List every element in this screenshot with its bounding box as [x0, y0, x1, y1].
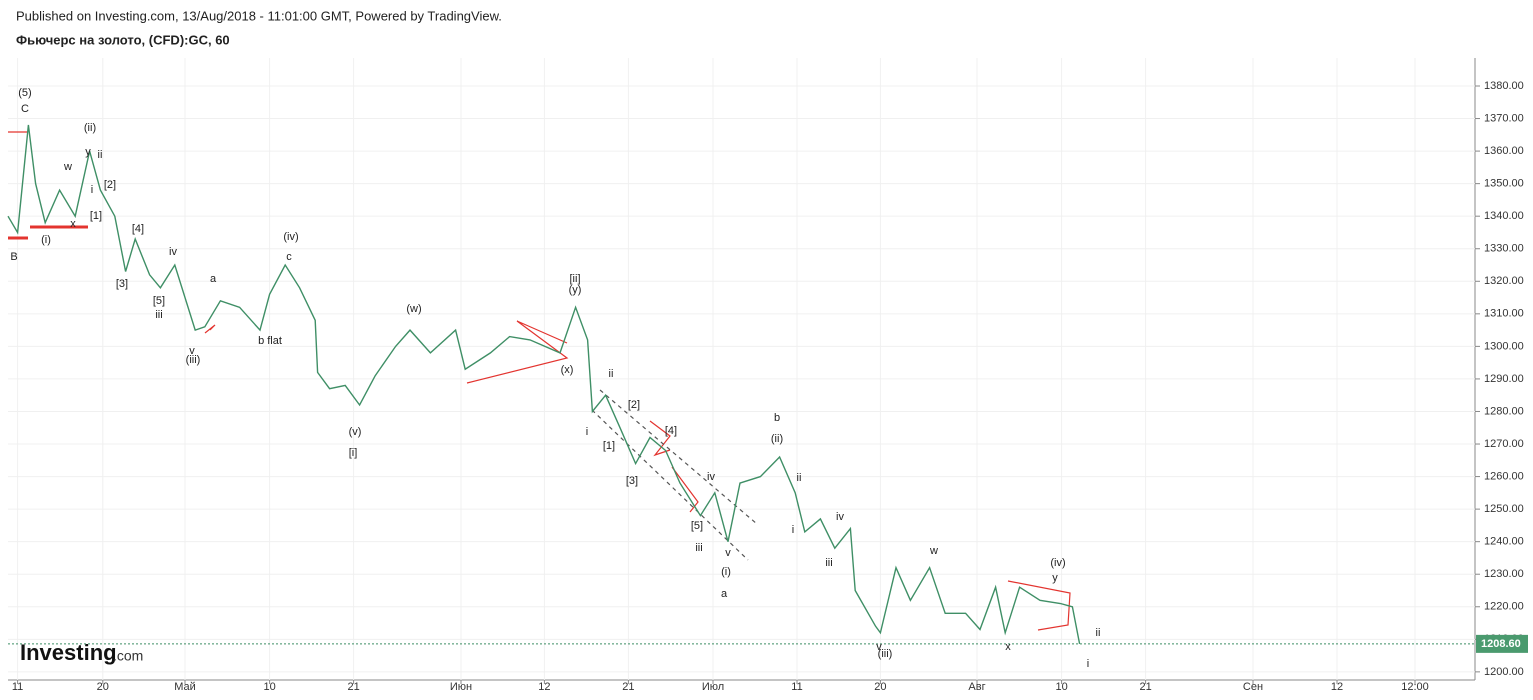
y-tick-label: 1270.00	[1484, 438, 1524, 450]
wave-label: [i]	[349, 447, 358, 459]
wave-label: [3]	[626, 475, 638, 487]
y-tick-label: 1330.00	[1484, 243, 1524, 255]
wave-label: [4]	[665, 425, 677, 437]
wave-label: [1]	[90, 210, 102, 222]
wave-label: ii	[797, 472, 802, 484]
x-tick-label: 11	[791, 681, 802, 693]
y-tick-label: 1340.00	[1484, 210, 1524, 222]
wave-label: (ii)	[84, 122, 96, 134]
wave-label: a	[721, 588, 728, 600]
y-tick-label: 1350.00	[1484, 178, 1524, 190]
x-tick-label: 20	[874, 681, 886, 693]
wave-label: i	[792, 524, 794, 536]
logo-suffix: .com	[113, 648, 143, 664]
wave-label: iii	[825, 557, 832, 569]
wave-label: i	[1087, 658, 1089, 670]
wave-label: (x)	[561, 364, 574, 376]
wave-label: iv	[707, 471, 715, 483]
wave-label: b	[774, 412, 780, 424]
wave-label: iii	[695, 542, 702, 554]
x-tick-label: 21	[622, 681, 634, 693]
last-price-box	[1476, 634, 1528, 653]
wave-label: [2]	[628, 399, 640, 411]
wave-label: y	[85, 146, 91, 158]
wave-label: [4]	[132, 223, 144, 235]
y-tick-label: 1290.00	[1484, 373, 1524, 385]
x-tick-label: 21	[347, 681, 359, 693]
y-tick-label: 1280.00	[1484, 405, 1524, 417]
wave-label: (w)	[406, 303, 421, 315]
y-tick-label: 1240.00	[1484, 536, 1524, 548]
y-tick-label: 1260.00	[1484, 470, 1524, 482]
x-tick-label: 11	[12, 681, 23, 693]
wave-label: (iv)	[283, 231, 298, 243]
y-tick-label: 1380.00	[1484, 80, 1524, 92]
wave-label: (iii)	[878, 648, 893, 660]
wave-label: iv	[836, 511, 844, 523]
wave-label: [1]	[603, 440, 615, 452]
wave-label: (ii)	[771, 433, 783, 445]
last-price-label: 1208.60	[1481, 638, 1521, 650]
y-tick-label: 1310.00	[1484, 308, 1524, 320]
x-tick-label: 12	[1331, 681, 1343, 693]
y-tick-label: 1300.00	[1484, 340, 1524, 352]
published-note: Published on Investing.com, 13/Aug/2018 …	[16, 8, 502, 23]
wave-label: (i)	[41, 234, 51, 246]
wave-label: ii	[98, 149, 103, 161]
wave-label: C	[21, 103, 29, 115]
wave-label: ii	[609, 368, 614, 380]
wave-label: [5]	[691, 520, 703, 532]
wave-label: b flat	[258, 335, 282, 347]
wave-label: ii	[1096, 627, 1101, 639]
wave-markup	[8, 131, 1071, 631]
wave-label: [3]	[116, 278, 128, 290]
wave-label: y	[1052, 572, 1058, 584]
x-tick-label: 10	[263, 681, 275, 693]
wave-label: x	[1005, 641, 1011, 653]
wave-label: (5)	[18, 87, 31, 99]
wave-label: iii	[155, 309, 162, 321]
x-tick-label: Авг	[968, 681, 985, 693]
y-tick-label: 1370.00	[1484, 112, 1524, 124]
price-line	[7, 124, 1081, 645]
x-tick-label: Июл	[702, 681, 724, 693]
wave-label: v	[725, 547, 731, 559]
wave-label: (y)	[569, 284, 582, 296]
wave-label: w	[63, 161, 72, 173]
wave-label: (i)	[721, 566, 731, 578]
wave-label: (iv)	[1050, 557, 1065, 569]
wave-label: (v)	[349, 426, 362, 438]
y-tick-label: 1200.00	[1484, 666, 1524, 678]
y-tick-label: 1250.00	[1484, 503, 1524, 515]
wave-label: v	[189, 345, 195, 357]
chart-title: Фьючерс на золото, (CFD):GC, 60	[16, 32, 230, 47]
wave-label: v	[876, 641, 882, 653]
wave-label: [2]	[104, 179, 116, 191]
y-tick-label: 1220.00	[1484, 601, 1524, 613]
wave-label: (iii)	[186, 354, 201, 366]
y-tick-label: 1230.00	[1484, 568, 1524, 580]
wave-label: [ii]	[570, 273, 581, 285]
x-tick-label: Июн	[450, 681, 472, 693]
wave-label: B	[10, 251, 17, 263]
x-tick-label: 10	[1055, 681, 1067, 693]
x-tick-label: Сен	[1243, 681, 1263, 693]
wave-label: i	[91, 184, 93, 196]
wave-label: i	[586, 426, 588, 438]
wave-label: [5]	[153, 295, 165, 307]
y-tick-label: 1320.00	[1484, 275, 1524, 287]
wave-label: c	[286, 251, 292, 263]
wave-label: a	[210, 273, 217, 285]
x-tick-label: 21	[1139, 681, 1151, 693]
wave-label: iv	[169, 246, 177, 258]
wave-label: x	[70, 218, 76, 230]
y-tick-label: 1360.00	[1484, 145, 1524, 157]
x-tick-label: 12:00	[1401, 681, 1429, 693]
x-tick-label: 12	[538, 681, 550, 693]
x-tick-label: Май	[174, 681, 196, 693]
x-tick-label: 20	[97, 681, 109, 693]
wave-label: w	[929, 545, 938, 557]
